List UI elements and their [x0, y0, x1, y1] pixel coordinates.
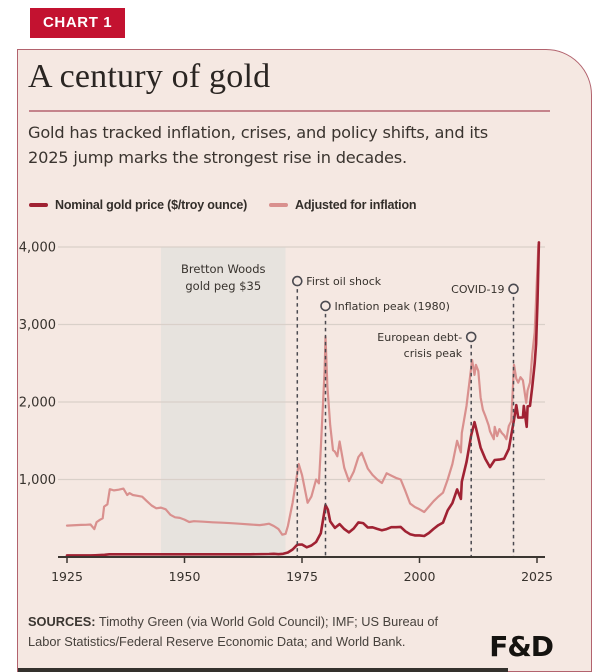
- gridlines: [58, 246, 545, 481]
- bretton-woods-label-line1: Bretton Woods: [181, 262, 266, 276]
- svg-text:2025: 2025: [521, 569, 553, 584]
- svg-text:1,000: 1,000: [19, 473, 56, 488]
- annotation-first-oil-shock: First oil shock: [291, 275, 382, 556]
- fd-logo: F&D: [489, 630, 554, 663]
- covid-label: COVID-19: [451, 283, 504, 296]
- adjusted-line-swatch: [269, 203, 289, 207]
- sources-note: SOURCES: Timothy Green (via World Gold C…: [28, 612, 458, 651]
- svg-text:2000: 2000: [404, 569, 436, 584]
- legend-item-nominal: Nominal gold price ($/troy ounce): [29, 198, 247, 212]
- sources-label: SOURCES:: [28, 614, 96, 629]
- covid-marker: [508, 283, 519, 295]
- x-axis-ticks: [66, 557, 538, 563]
- x-axis-labels: 1925 1950 1975 2000 2025: [51, 569, 553, 584]
- svg-text:1975: 1975: [286, 569, 318, 584]
- svg-text:4,000: 4,000: [19, 241, 56, 256]
- svg-text:1925: 1925: [51, 569, 83, 584]
- chart-number-badge: CHART 1: [30, 8, 126, 38]
- first-oil-shock-label: First oil shock: [306, 275, 381, 288]
- sources-text: Timothy Green (via World Gold Council); …: [28, 614, 439, 649]
- adjusted-for-inflation-line: [65, 243, 540, 536]
- chart-subtitle: Gold has tracked inflation, crises, and …: [28, 121, 568, 170]
- inflation-peak-label: Inflation peak (1980): [335, 300, 450, 313]
- legend-label-adjusted: Adjusted for inflation: [295, 198, 417, 212]
- annotation-inflation-peak: Inflation peak (1980): [320, 300, 450, 556]
- legend-item-adjusted: Adjusted for inflation: [269, 198, 417, 212]
- nominal-line-swatch: [29, 203, 48, 207]
- debt-crisis-label-line2: crisis peak: [404, 347, 463, 360]
- title-divider: [29, 110, 550, 112]
- svg-text:3,000: 3,000: [19, 318, 56, 333]
- bretton-woods-label-line2: gold peg $35: [185, 279, 261, 293]
- subtitle-line-2: 2025 jump marks the strongest rise in de…: [28, 147, 407, 167]
- svg-text:2,000: 2,000: [19, 396, 56, 411]
- annotation-european-debt-crisis: European debt- crisis peak: [377, 331, 477, 556]
- debt-crisis-marker: [465, 331, 477, 343]
- y-axis-labels: 1,000 2,000 3,000 4,000: [19, 241, 56, 489]
- legend-label-nominal: Nominal gold price ($/troy ounce): [55, 198, 248, 212]
- inflation-peak-marker: [320, 300, 331, 312]
- debt-crisis-label-line1: European debt-: [377, 331, 462, 344]
- chart-card: [17, 49, 592, 672]
- svg-text:1950: 1950: [169, 569, 201, 584]
- legend: Nominal gold price ($/troy ounce) Adjust…: [29, 198, 417, 212]
- chart-title: A century of gold: [28, 58, 271, 95]
- nominal-gold-price-line: [65, 241, 541, 557]
- first-oil-shock-marker: [291, 275, 303, 287]
- subtitle-line-1: Gold has tracked inflation, crises, and …: [28, 123, 489, 142]
- annotation-covid-19: COVID-19: [451, 283, 519, 556]
- page-edge-artifact: [18, 668, 508, 672]
